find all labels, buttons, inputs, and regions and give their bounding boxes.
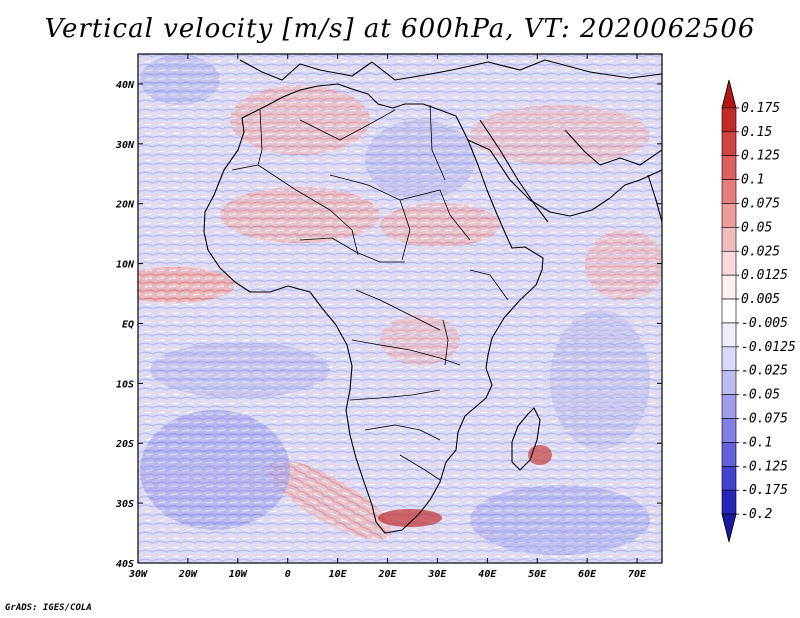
colorbar-label: -0.025	[741, 364, 788, 379]
colorbar-label: -0.0125	[741, 340, 796, 355]
colorbar-segment	[721, 418, 737, 443]
colorbar-label: 0.025	[741, 244, 780, 259]
x-tick-label: 40E	[478, 569, 497, 580]
colorbar-segment	[721, 155, 737, 180]
y-tick-label: 10N	[116, 260, 135, 271]
colorbar-label: -0.05	[741, 388, 780, 403]
y-tick-label: 20S	[115, 439, 134, 450]
colorbar-segment	[721, 346, 737, 372]
x-tick-label: 20E	[377, 569, 397, 580]
grads-credit: GrADS: IGES/COLA	[5, 603, 92, 613]
y-tick-label: 40S	[116, 559, 134, 570]
colorbar-segment	[721, 203, 737, 228]
x-tick-label: 20W	[178, 569, 198, 580]
colorbar-segment	[721, 322, 737, 348]
africa-coastline	[203, 83, 544, 534]
colorbar-label: 0.1	[741, 173, 764, 188]
persian-gulf-coast	[564, 129, 662, 166]
y-tick-label: 10S	[116, 379, 134, 390]
colorbar: 0.175 0.15 0.125 0.1 0.075 0.05 0.025 0.0125 0.0…	[721, 79, 796, 543]
x-tick-label: 30E	[427, 569, 447, 580]
colorbar-segment	[721, 370, 737, 395]
plot-frame	[137, 53, 663, 564]
colorbar-segment	[721, 394, 737, 419]
colorbar-label: 0.175	[741, 101, 780, 116]
velocity-field	[138, 54, 662, 563]
colorbar-label: -0.175	[741, 483, 788, 498]
colorbar-segment	[721, 489, 737, 515]
colorbar-segment	[721, 466, 737, 491]
x-tick-label: 60E	[578, 569, 597, 580]
colorbar-label: -0.005	[741, 316, 788, 331]
y-tick-label: 20N	[115, 200, 135, 211]
europe-coast	[239, 59, 662, 81]
colorbar-label: -0.125	[741, 459, 788, 474]
colorbar-label: 0.075	[741, 196, 780, 211]
colorbar-label: 0.05	[741, 220, 772, 235]
colorbar-bottom-arrow	[721, 513, 737, 543]
y-tick-label: EQ	[122, 319, 134, 330]
map-title: Vertical velocity [m/s] at 600hPa, VT: 2…	[44, 14, 756, 44]
colorbar-segment	[721, 442, 737, 467]
x-tick-label: 10E	[329, 569, 348, 580]
colorbar-label: 0.15	[741, 125, 772, 140]
colorbar-label: 0.0125	[741, 268, 788, 283]
colorbar-label: 0.005	[741, 292, 780, 307]
y-tick-label: 40N	[116, 80, 135, 91]
y-tick-label: 30S	[115, 499, 134, 510]
x-tick-label: 0	[285, 569, 291, 580]
madagascar-coastline	[511, 407, 541, 471]
x-tick-label: 30W	[128, 569, 148, 580]
colorbar-label: -0.1	[741, 435, 772, 450]
colorbar-label: -0.2	[741, 507, 772, 522]
x-axis: 30W 20W 10W 0 10E 20E 30E 40E 50E 60E 70E	[128, 54, 647, 580]
colorbar-label: -0.075	[741, 412, 788, 427]
colorbar-label: 0.125	[741, 149, 780, 164]
colorbar-segment	[721, 131, 737, 156]
colorbar-segment	[721, 298, 737, 324]
colorbar-segment	[721, 250, 737, 276]
colorbar-top-arrow	[721, 79, 737, 109]
red-sea-coast	[479, 119, 549, 223]
y-tick-label: 30N	[115, 140, 135, 151]
x-tick-label: 10W	[229, 569, 248, 580]
colorbar-segment	[721, 274, 737, 300]
country-borders	[231, 104, 509, 481]
colorbar-segment	[721, 107, 737, 133]
colorbar-segment	[721, 227, 737, 252]
coastline-borders	[203, 59, 662, 534]
india-coast	[647, 174, 662, 223]
x-tick-label: 50E	[528, 569, 547, 580]
y-axis: 40N 30N 20N 10N EQ 10S 20S 30S 40S	[115, 80, 662, 570]
colorbar-segment	[721, 179, 737, 204]
x-tick-label: 70E	[628, 569, 647, 580]
arabia-coastline	[467, 139, 662, 217]
